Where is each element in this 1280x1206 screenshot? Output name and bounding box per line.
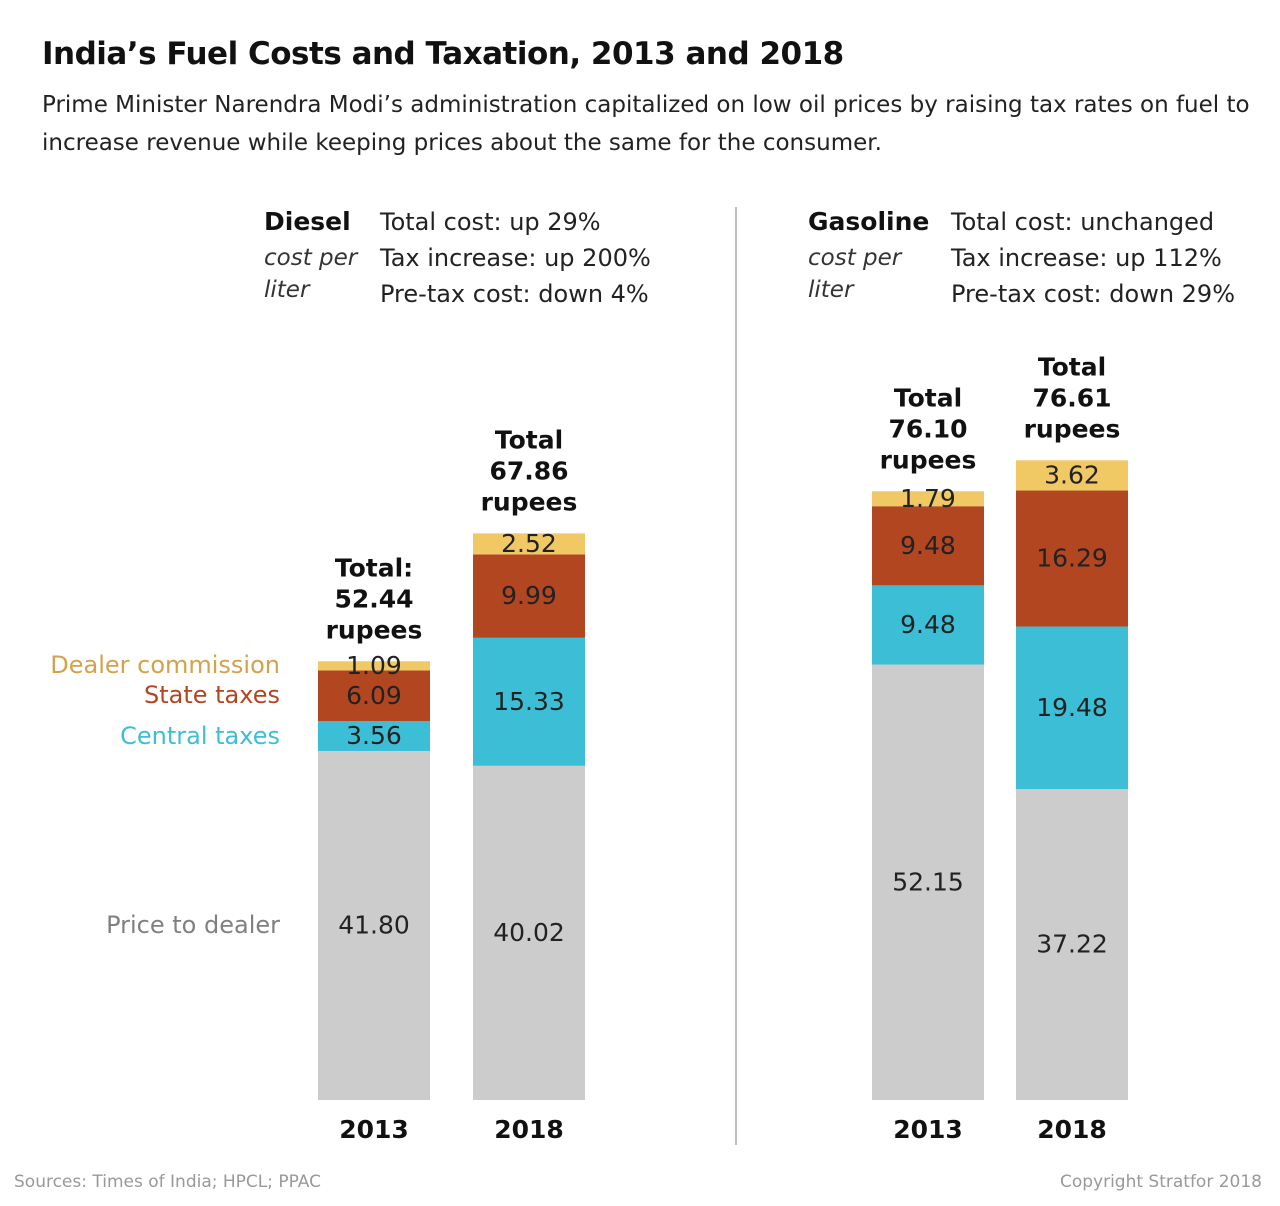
value-label: 3.56 (346, 721, 402, 750)
chart-title: Diesel (264, 207, 351, 236)
bar-segment (872, 585, 984, 665)
bar-segment (872, 506, 984, 586)
note: Total cost: up 29% (380, 208, 601, 236)
bar-segment (473, 533, 585, 555)
total-label: 52.44 (334, 584, 413, 613)
bar-segment (473, 765, 585, 1100)
legend-label: Price to dealer (106, 910, 280, 939)
total-label: 76.10 (888, 414, 967, 443)
legend-label: Central taxes (120, 721, 280, 750)
total-label: Total (894, 383, 962, 412)
total-label: rupees (326, 615, 423, 644)
bar-segment (318, 670, 430, 722)
bar-segment (1016, 460, 1128, 491)
value-label: 9.48 (900, 610, 956, 639)
bar-segment (1016, 490, 1128, 627)
value-label: 6.09 (346, 681, 402, 710)
bar-segment (318, 661, 430, 671)
bar-segment (872, 491, 984, 507)
value-label: 15.33 (493, 687, 565, 716)
total-label: Total (1038, 352, 1106, 381)
legend-label: State taxes (143, 681, 280, 710)
bar-segment (1016, 789, 1128, 1100)
x-tick-label: 2013 (339, 1115, 409, 1144)
value-label: 9.48 (900, 531, 956, 560)
note: Tax increase: up 112% (951, 244, 1222, 272)
title: India’s Fuel Costs and Taxation, 2013 an… (42, 36, 844, 72)
total-label: Total: (335, 553, 413, 582)
bar-segment (318, 750, 430, 1100)
value-label: 40.02 (493, 918, 565, 947)
sources: Sources: Times of India; HPCL; PPAC (14, 1172, 322, 1192)
total-label: 67.86 (489, 456, 568, 485)
value-label: 16.29 (1036, 544, 1108, 573)
total-label: rupees (1024, 414, 1121, 443)
value-label: 19.48 (1036, 693, 1108, 722)
x-tick-label: 2013 (893, 1115, 963, 1144)
copyright: Copyright Stratfor 2018 (1059, 1172, 1262, 1192)
note: Tax increase: up 200% (380, 244, 651, 272)
value-label: 2.52 (501, 529, 557, 558)
x-tick-label: 2018 (1037, 1115, 1107, 1144)
chart-subtitle: cost per liter (264, 245, 358, 303)
bar-segment (872, 664, 984, 1100)
value-label: 52.15 (892, 867, 964, 896)
chart-title: Gasoline (808, 207, 930, 236)
note: Total cost: unchanged (951, 208, 1215, 236)
chart-subtitle: cost per liter (808, 245, 902, 303)
value-label: 1.79 (900, 484, 956, 513)
total-label: Total (495, 425, 563, 454)
value-label: 37.22 (1036, 930, 1108, 959)
value-label: 9.99 (501, 581, 557, 610)
bar-segment (473, 554, 585, 638)
note: Pre-tax cost: down 29% (951, 280, 1236, 308)
bar-segment (473, 637, 585, 766)
legend-label: Dealer commission (50, 651, 280, 680)
bar-segment (318, 721, 430, 751)
note: Pre-tax cost: down 4% (380, 280, 649, 308)
value-label: 41.80 (338, 910, 410, 939)
x-tick-label: 2018 (494, 1115, 564, 1144)
total-label: 76.61 (1032, 383, 1111, 412)
value-label: 1.09 (346, 651, 402, 680)
value-label: 3.62 (1044, 460, 1100, 489)
bar-segment (1016, 626, 1128, 790)
total-label: rupees (880, 445, 977, 474)
total-label: rupees (481, 487, 578, 516)
subtitle: Prime Minister Narendra Modi’s administr… (42, 92, 1250, 156)
